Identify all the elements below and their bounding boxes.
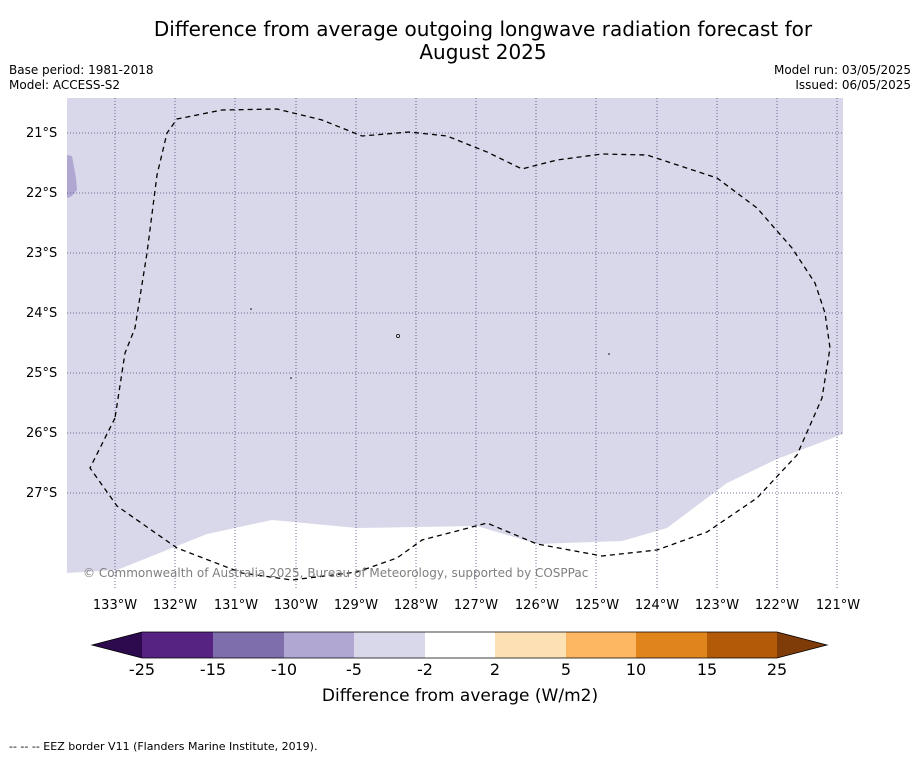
colorbar-segment <box>425 632 495 658</box>
anomaly-field-patch <box>67 155 77 198</box>
meta-left: Base period: 1981-2018 Model: ACCESS-S2 <box>9 63 154 93</box>
lat-label: 24°S <box>26 306 58 321</box>
lon-label: 125°W <box>574 598 620 613</box>
lat-label: 27°S <box>26 486 58 501</box>
lat-label: 26°S <box>26 426 58 441</box>
lon-label: 131°W <box>213 598 259 613</box>
lon-label: 121°W <box>815 598 861 613</box>
colorbar-tick: 10 <box>625 660 647 679</box>
eez-border <box>89 108 831 581</box>
colorbar-segment <box>284 632 354 658</box>
colorbar-tick: -15 <box>199 660 227 679</box>
meta-right: Model run: 03/05/2025 Issued: 06/05/2025 <box>774 63 911 93</box>
colorbar-segment <box>213 632 284 658</box>
copyright-notice: © Commonwealth of Australia 2025, Bureau… <box>83 566 589 580</box>
graticule <box>67 98 843 590</box>
colorbar-segment <box>707 632 777 658</box>
colorbar-segment <box>777 632 827 658</box>
map-panel <box>67 98 843 590</box>
colorbar-segment <box>566 632 636 658</box>
lon-label: 133°W <box>92 598 138 613</box>
island-marker <box>250 308 252 310</box>
model-name: Model: ACCESS-S2 <box>9 78 121 92</box>
colorbar-segment <box>636 632 707 658</box>
base-period: Base period: 1981-2018 <box>9 63 154 77</box>
footer-note: -- -- -- EEZ border V11 (Flanders Marine… <box>9 740 318 753</box>
island-marker <box>290 377 292 379</box>
map-svg <box>67 98 843 590</box>
colorbar-tick: -5 <box>346 660 362 679</box>
issued-date: Issued: 06/05/2025 <box>795 78 911 92</box>
lon-label: 132°W <box>152 598 198 613</box>
title-line-2: August 2025 <box>419 40 547 64</box>
map-title: Difference from average outgoing longwav… <box>0 18 919 64</box>
colorbar-label: Difference from average (W/m2) <box>321 686 599 706</box>
lon-label: 126°W <box>514 598 560 613</box>
colorbar-segment <box>354 632 425 658</box>
colorbar-tick: 15 <box>696 660 718 679</box>
lon-label: 130°W <box>273 598 319 613</box>
title-line-1: Difference from average outgoing longwav… <box>153 17 813 41</box>
lon-label: 127°W <box>453 598 499 613</box>
colorbar-segment <box>142 632 213 658</box>
colorbar-segment <box>495 632 566 658</box>
lon-label: 129°W <box>333 598 379 613</box>
colorbar-tick: 2 <box>489 660 501 679</box>
colorbar-tick: -2 <box>417 660 433 679</box>
lon-label: 124°W <box>634 598 680 613</box>
lon-label: 122°W <box>754 598 800 613</box>
colorbar-tick: 25 <box>766 660 788 679</box>
lon-label: 123°W <box>694 598 740 613</box>
island-marker <box>396 334 400 338</box>
colorbar <box>90 631 829 659</box>
lat-label: 23°S <box>26 246 58 261</box>
island-marker <box>608 353 610 355</box>
colorbar-tick: -25 <box>128 660 156 679</box>
colorbar-segment <box>92 632 142 658</box>
lat-label: 21°S <box>26 126 58 141</box>
colorbar-outline <box>90 631 829 659</box>
lat-label: 25°S <box>26 366 58 381</box>
lon-label: 128°W <box>393 598 439 613</box>
model-run: Model run: 03/05/2025 <box>773 63 911 77</box>
colorbar-tick: 5 <box>560 660 572 679</box>
colorbar-tick: -10 <box>270 660 298 679</box>
lat-label: 22°S <box>26 186 58 201</box>
